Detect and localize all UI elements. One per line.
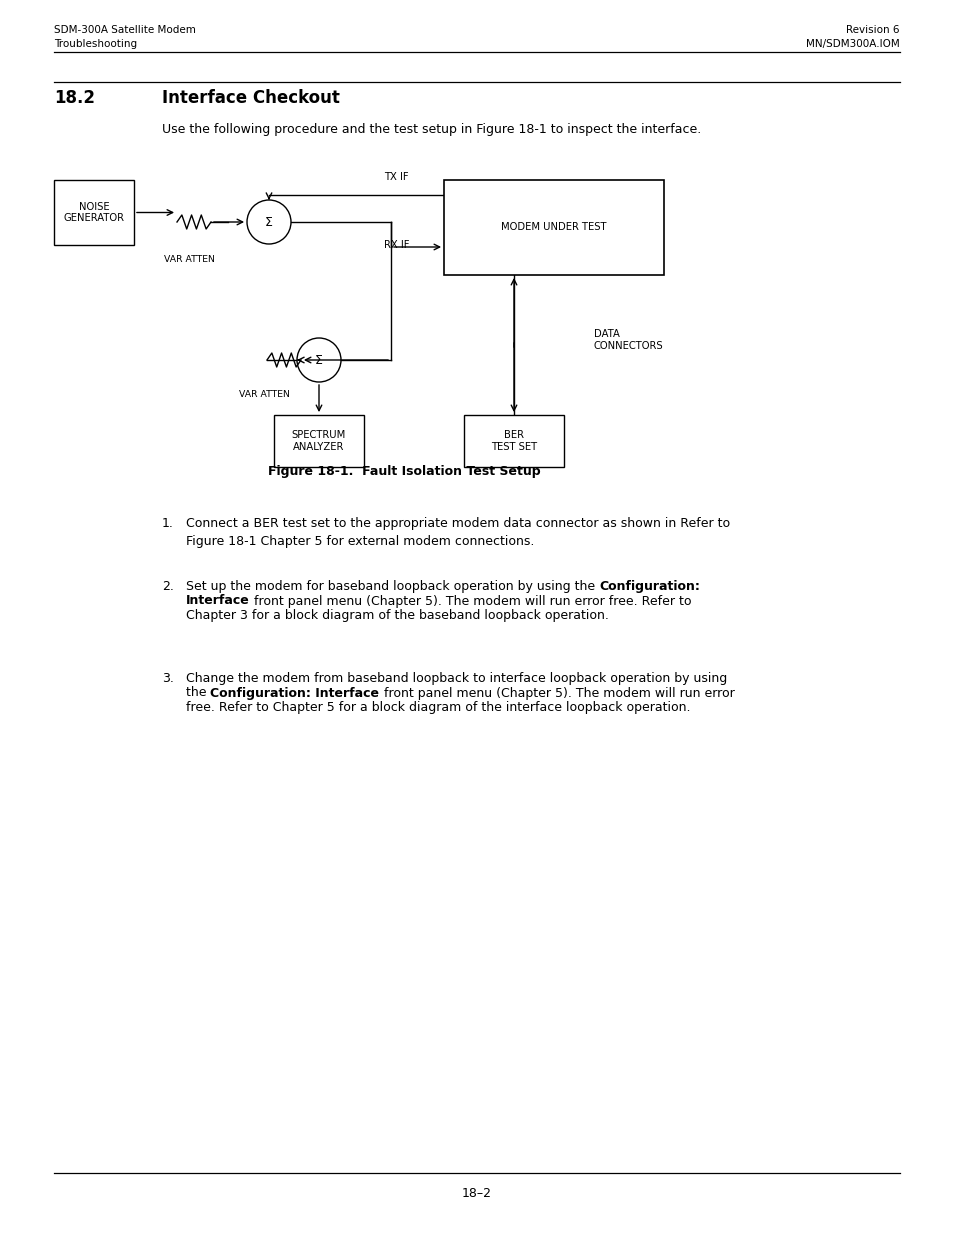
Text: 18–2: 18–2 [461,1187,492,1200]
Text: Change the modem from baseband loopback to interface loopback operation by using: Change the modem from baseband loopback … [186,672,726,685]
Text: RX IF: RX IF [384,240,409,249]
Text: free. Refer to Chapter 5 for a block diagram of the interface loopback operation: free. Refer to Chapter 5 for a block dia… [186,701,690,714]
Text: Connect a BER test set to the appropriate modem data connector as shown in Refer: Connect a BER test set to the appropriat… [186,517,729,547]
Text: Σ: Σ [265,215,273,228]
Text: Set up the modem for baseband loopback operation by using the: Set up the modem for baseband loopback o… [186,580,598,593]
Circle shape [296,338,340,382]
FancyBboxPatch shape [443,180,663,275]
Text: 18.2: 18.2 [54,89,95,107]
Text: Configuration: Interface: Configuration: Interface [211,687,379,699]
Text: 3.: 3. [162,672,173,685]
Text: Interface: Interface [186,594,250,608]
Text: SPECTRUM
ANALYZER: SPECTRUM ANALYZER [292,430,346,452]
Text: MN/SDM300A.IOM: MN/SDM300A.IOM [805,40,899,49]
Circle shape [247,200,291,245]
Text: Troubleshooting: Troubleshooting [54,40,137,49]
FancyBboxPatch shape [54,180,133,245]
Text: 1.: 1. [162,517,173,530]
Text: VAR ATTEN: VAR ATTEN [164,254,214,264]
Text: Configuration:: Configuration: [598,580,700,593]
Text: TX IF: TX IF [384,172,408,182]
Text: front panel menu (Chapter 5). The modem will run error: front panel menu (Chapter 5). The modem … [379,687,734,699]
Text: Chapter 3 for a block diagram of the baseband loopback operation.: Chapter 3 for a block diagram of the bas… [186,609,608,622]
Text: Figure 18-1.  Fault Isolation Test Setup: Figure 18-1. Fault Isolation Test Setup [268,466,539,478]
Text: DATA
CONNECTORS: DATA CONNECTORS [594,330,663,351]
Text: NOISE
GENERATOR: NOISE GENERATOR [64,201,125,224]
Text: front panel menu (Chapter 5). The modem will run error free. Refer to: front panel menu (Chapter 5). The modem … [250,594,691,608]
Text: Use the following procedure and the test setup in Figure 18-1 to inspect the int: Use the following procedure and the test… [162,124,700,136]
Text: Revision 6: Revision 6 [845,25,899,35]
Text: BER
TEST SET: BER TEST SET [491,430,537,452]
Text: Σ: Σ [314,353,323,367]
FancyBboxPatch shape [274,415,364,467]
Text: MODEM UNDER TEST: MODEM UNDER TEST [500,222,606,232]
Text: 2.: 2. [162,580,173,593]
Text: SDM-300A Satellite Modem: SDM-300A Satellite Modem [54,25,195,35]
FancyBboxPatch shape [463,415,563,467]
Text: Interface Checkout: Interface Checkout [162,89,339,107]
Text: the: the [186,687,211,699]
Text: VAR ATTEN: VAR ATTEN [239,390,290,399]
